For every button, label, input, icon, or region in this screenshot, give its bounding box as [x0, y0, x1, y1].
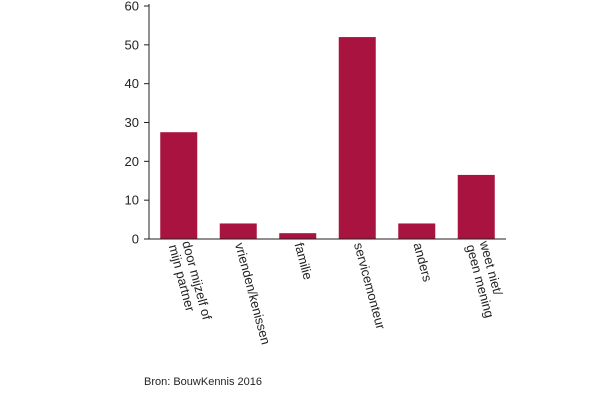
bars [160, 37, 495, 239]
bar [338, 37, 376, 239]
source-note: Bron: BouwKennis 2016 [144, 376, 263, 388]
category-label-line: servicemonteur [351, 241, 389, 331]
category-label: servicemonteur [351, 241, 389, 331]
y-tick-label: 10 [125, 193, 139, 208]
y-tick-label: 50 [125, 37, 139, 52]
bar [398, 223, 436, 239]
category-label: anders [411, 241, 436, 284]
bar [279, 233, 317, 239]
category-label-line: familie [292, 241, 316, 281]
bar [160, 132, 198, 239]
category-label: weet niet/geen mening [463, 238, 506, 319]
category-label: vrienden/kenissen [232, 241, 274, 346]
bar [219, 223, 257, 239]
y-tick-label: 30 [125, 115, 139, 130]
y-tick-label: 60 [125, 0, 139, 14]
category-label-line: vrienden/kenissen [232, 241, 274, 346]
y-tick-label: 0 [132, 232, 139, 247]
y-axis: 0 10 20 30 40 50 60 [125, 0, 150, 247]
category-label: familie [292, 241, 316, 281]
y-tick-label: 20 [125, 154, 139, 169]
bar [457, 174, 495, 239]
y-tick-label: 40 [125, 76, 139, 91]
category-label-line: anders [411, 241, 436, 284]
